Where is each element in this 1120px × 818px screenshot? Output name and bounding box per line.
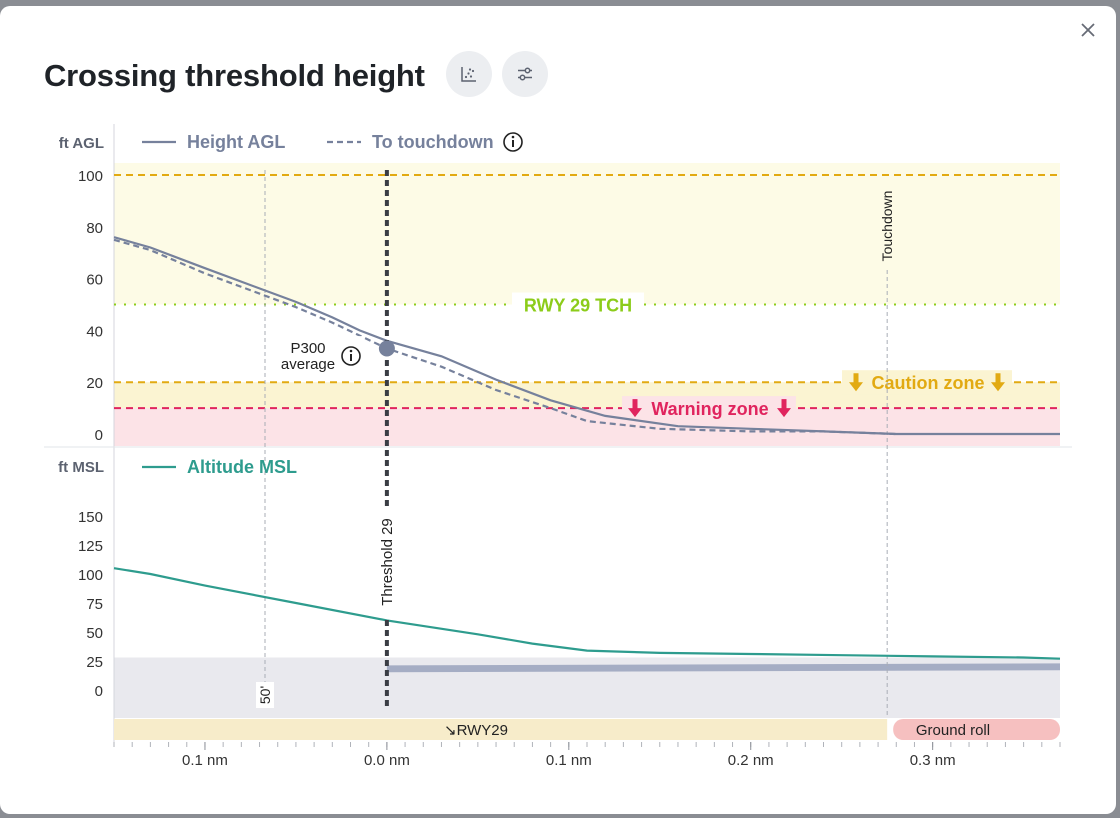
sliders-icon <box>518 67 532 81</box>
agl-axis-label: ft AGL <box>59 135 104 152</box>
x-tick-label: 0.1 nm <box>546 752 592 769</box>
info-icon-stem <box>512 140 514 147</box>
threshold-label: Threshold 29 <box>379 518 396 606</box>
runway-bar <box>114 719 888 740</box>
msl-tick-label: 100 <box>78 567 103 584</box>
caution-band-upper <box>114 163 1060 305</box>
threshold-chart: 0 20 40 60 80 100 0 25 50 75 100 125 150 ft AGL ft MSL… <box>44 124 1072 769</box>
msl-tick-label: 125 <box>78 538 103 555</box>
agl-tick-label: 80 <box>86 220 103 237</box>
info-icon-dot <box>511 135 515 139</box>
caution-label-bg <box>842 370 1012 395</box>
agl-tick-label: 40 <box>86 323 103 340</box>
warning-zone-label: Warning zone <box>651 399 768 419</box>
scatter-plot-icon <box>461 67 476 82</box>
caution-arrow-icon <box>991 373 1005 392</box>
chart-settings-button[interactable] <box>502 51 548 97</box>
msl-tick-label: 25 <box>86 654 103 671</box>
tch-label: RWY 29 TCH <box>524 296 632 316</box>
msl-tick-label: 0 <box>95 683 103 700</box>
close-icon <box>1081 23 1095 37</box>
close-button[interactable] <box>1078 20 1098 40</box>
info-icon <box>341 346 361 366</box>
info-icon <box>503 132 523 152</box>
height-agl-line <box>113 236 1060 436</box>
fifty-label-bg <box>255 682 274 708</box>
agl-tick-label: 20 <box>86 375 103 392</box>
msl-axis-label: ft MSL <box>58 459 104 476</box>
agl-tick-label: 0 <box>95 427 103 444</box>
altitude-msl-line <box>113 567 1061 660</box>
agl-tick-label: 60 <box>86 272 103 289</box>
x-tick-label: 0.1 nm <box>182 752 228 769</box>
caution-arrow-icon <box>849 373 863 392</box>
p300-label: P300 <box>290 340 325 357</box>
touchdown-label: Touchdown <box>879 191 895 262</box>
warning-arrow-icon <box>777 399 791 418</box>
msl-tick-label: 50 <box>86 625 103 642</box>
legend-height-agl: Height AGL <box>187 132 285 152</box>
warning-band <box>114 408 1060 446</box>
p300-average-label: average <box>281 356 335 373</box>
legend-to-touchdown: To touchdown <box>372 132 494 152</box>
agl-tick-label: 100 <box>78 168 103 185</box>
threshold-label-bg <box>375 508 398 616</box>
warning-arrow-icon <box>628 399 642 418</box>
chart-dialog: Crossing threshold height 0 20 40 60 80 100 0 2… <box>0 6 1116 814</box>
legend-altitude-msl: Altitude MSL <box>187 457 297 477</box>
scatter-view-button[interactable] <box>446 51 492 97</box>
runway-bar-label: ↘RWY29 <box>444 722 508 739</box>
ground-roll-bar <box>893 719 1060 740</box>
ground-roll-label: Ground roll <box>916 722 990 739</box>
x-tick-label: 0.2 nm <box>728 752 774 769</box>
x-tick-label: 0.0 nm <box>364 752 410 769</box>
fifty-foot-label: 50' <box>257 686 273 704</box>
x-tick-label: 0.3 nm <box>910 752 956 769</box>
info-icon-dot <box>349 349 353 353</box>
warning-label-bg <box>622 396 796 421</box>
caution-zone-label: Caution zone <box>872 373 985 393</box>
msl-tick-label: 150 <box>78 509 103 526</box>
msl-tick-label: 75 <box>86 596 103 613</box>
p300-marker <box>378 340 395 357</box>
to-touchdown-line <box>113 238 897 436</box>
dialog-title: Crossing threshold height <box>44 58 425 93</box>
tch-label-bg <box>512 292 644 317</box>
info-icon-stem <box>350 354 352 361</box>
runway-surface <box>386 663 1060 673</box>
